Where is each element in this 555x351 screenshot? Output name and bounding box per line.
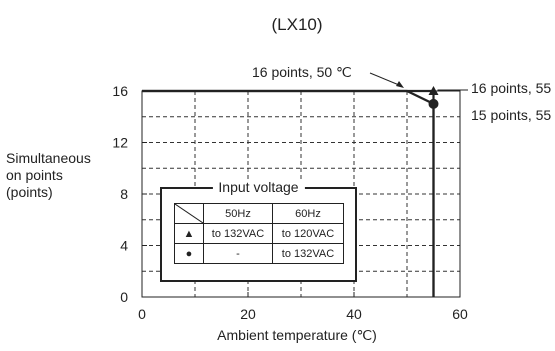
diagonal-divider <box>175 204 203 223</box>
legend-table: 50Hz 60Hz ▲ to 132VAC to 120VAC ● - to 1… <box>174 203 344 264</box>
legend-corner-cell <box>174 203 204 224</box>
legend-header-60hz: 60Hz <box>272 203 344 224</box>
x-tick-label: 40 <box>346 306 362 322</box>
y-axis-label: Simultaneous on points (points) <box>6 150 95 200</box>
legend-cell: to 132VAC <box>272 243 344 264</box>
legend-header-row: 50Hz 60Hz <box>174 203 344 224</box>
annotation-label: 15 points, 55 ℃ <box>471 107 555 123</box>
annotation-leader <box>369 72 400 86</box>
x-axis-label: Ambient temperature (℃) <box>217 327 377 343</box>
circle-marker <box>428 98 439 109</box>
y-axis-label-line-2: on points <box>6 167 63 183</box>
annotations: 16 points, 50 ℃ 16 points, 55 ℃ 15 points,… <box>252 64 555 123</box>
triangle-marker <box>428 86 439 95</box>
y-axis-label-line-3: (points) <box>6 184 53 200</box>
legend-header-50hz: 50Hz <box>203 203 273 224</box>
series-lines <box>142 86 439 297</box>
triangle-marker-icon: ▲ <box>174 223 204 244</box>
annotation-arrowhead <box>396 81 404 88</box>
series-line-circle <box>142 89 435 297</box>
y-axis-label-line-1: Simultaneous <box>6 150 91 166</box>
x-tick-label: 60 <box>452 306 468 322</box>
x-tick-label: 0 <box>138 306 146 322</box>
legend-cell: - <box>203 243 273 264</box>
legend-title: Input voltage <box>212 179 305 195</box>
chart-title: (LX10) <box>271 15 322 34</box>
legend: Input voltage 50Hz 60Hz ▲ to 132VAC to 1… <box>160 179 357 282</box>
annotation-label: 16 points, 50 ℃ <box>252 64 352 80</box>
x-tick-label: 20 <box>240 306 256 322</box>
y-tick-label: 4 <box>120 238 128 254</box>
y-tick-label: 16 <box>112 83 128 99</box>
tick-labels: 0 4 8 12 16 0 20 40 60 <box>112 83 468 322</box>
legend-cell: to 120VAC <box>272 223 344 244</box>
y-tick-label: 0 <box>120 289 128 305</box>
legend-row-triangle: ▲ to 132VAC to 120VAC <box>174 223 344 244</box>
legend-row-circle: ● - to 132VAC <box>174 243 344 264</box>
circle-marker-icon: ● <box>174 243 204 264</box>
legend-cell: to 132VAC <box>203 223 273 244</box>
y-tick-label: 8 <box>120 186 128 202</box>
annotation-label: 16 points, 55 ℃ <box>471 80 555 96</box>
y-tick-label: 12 <box>112 135 128 151</box>
